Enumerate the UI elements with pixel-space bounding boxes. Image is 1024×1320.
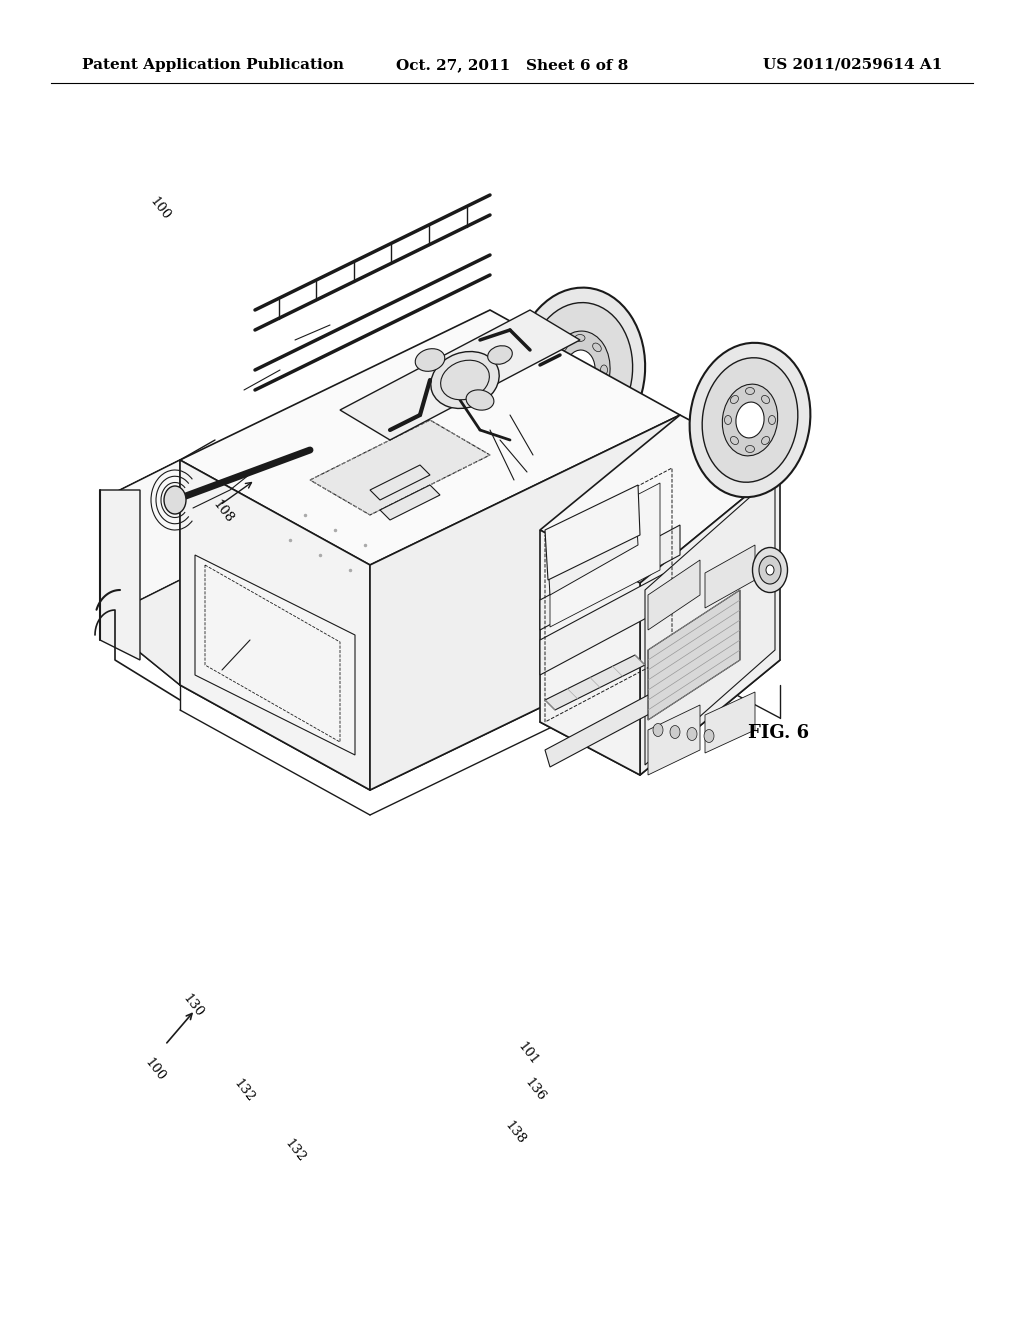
Ellipse shape — [164, 486, 186, 513]
Polygon shape — [547, 495, 638, 595]
Polygon shape — [648, 705, 700, 775]
Polygon shape — [180, 459, 370, 789]
Ellipse shape — [593, 343, 601, 351]
Polygon shape — [540, 565, 680, 675]
Polygon shape — [380, 484, 440, 520]
Polygon shape — [540, 414, 780, 583]
Ellipse shape — [670, 726, 680, 738]
Ellipse shape — [550, 331, 610, 409]
Ellipse shape — [689, 343, 810, 498]
Text: 132: 132 — [282, 1137, 308, 1166]
Polygon shape — [545, 678, 685, 767]
Polygon shape — [545, 484, 640, 579]
Text: FIG. 6: FIG. 6 — [748, 723, 809, 742]
Ellipse shape — [687, 727, 697, 741]
Ellipse shape — [553, 366, 559, 375]
Text: 108: 108 — [210, 498, 237, 527]
Ellipse shape — [466, 389, 494, 411]
Ellipse shape — [722, 384, 777, 455]
Text: 136: 136 — [521, 1076, 548, 1105]
Polygon shape — [310, 420, 490, 515]
Ellipse shape — [702, 358, 798, 482]
Ellipse shape — [559, 388, 567, 397]
Polygon shape — [100, 490, 140, 660]
Ellipse shape — [766, 565, 774, 576]
Ellipse shape — [575, 334, 585, 342]
Ellipse shape — [753, 548, 787, 593]
Ellipse shape — [762, 437, 770, 445]
Ellipse shape — [759, 556, 781, 583]
Ellipse shape — [440, 360, 489, 400]
Polygon shape — [550, 483, 660, 627]
Ellipse shape — [705, 730, 714, 742]
Polygon shape — [370, 414, 680, 789]
Text: 138: 138 — [502, 1118, 528, 1147]
Text: 101: 101 — [515, 1039, 542, 1068]
Polygon shape — [100, 579, 180, 685]
Polygon shape — [195, 554, 355, 755]
Ellipse shape — [762, 396, 770, 404]
Polygon shape — [545, 655, 645, 710]
Polygon shape — [340, 310, 580, 440]
Ellipse shape — [487, 346, 512, 364]
Ellipse shape — [527, 302, 633, 437]
Text: 100: 100 — [146, 194, 173, 223]
Ellipse shape — [730, 396, 738, 404]
Text: Patent Application Publication: Patent Application Publication — [82, 58, 344, 73]
Polygon shape — [648, 560, 700, 630]
Ellipse shape — [768, 416, 775, 425]
Ellipse shape — [730, 437, 738, 445]
Polygon shape — [540, 525, 680, 630]
Polygon shape — [648, 590, 740, 719]
Polygon shape — [640, 469, 780, 775]
Ellipse shape — [736, 403, 764, 438]
Text: 132: 132 — [230, 1076, 257, 1105]
Polygon shape — [370, 465, 430, 500]
Ellipse shape — [416, 348, 444, 371]
Polygon shape — [540, 531, 640, 775]
Ellipse shape — [593, 388, 601, 397]
Ellipse shape — [745, 446, 755, 453]
Ellipse shape — [600, 366, 607, 375]
Ellipse shape — [559, 343, 567, 351]
Text: Oct. 27, 2011   Sheet 6 of 8: Oct. 27, 2011 Sheet 6 of 8 — [396, 58, 628, 73]
Polygon shape — [705, 692, 755, 752]
Ellipse shape — [565, 350, 595, 389]
Text: US 2011/0259614 A1: US 2011/0259614 A1 — [763, 58, 942, 73]
Polygon shape — [705, 545, 755, 609]
Ellipse shape — [431, 351, 500, 408]
Polygon shape — [180, 310, 680, 565]
Ellipse shape — [745, 388, 755, 395]
Ellipse shape — [653, 723, 663, 737]
Text: 100: 100 — [142, 1056, 168, 1084]
Polygon shape — [645, 475, 775, 766]
Polygon shape — [100, 459, 180, 620]
Ellipse shape — [515, 288, 645, 453]
Text: 130: 130 — [179, 991, 206, 1020]
Ellipse shape — [575, 399, 585, 405]
Ellipse shape — [725, 416, 731, 425]
